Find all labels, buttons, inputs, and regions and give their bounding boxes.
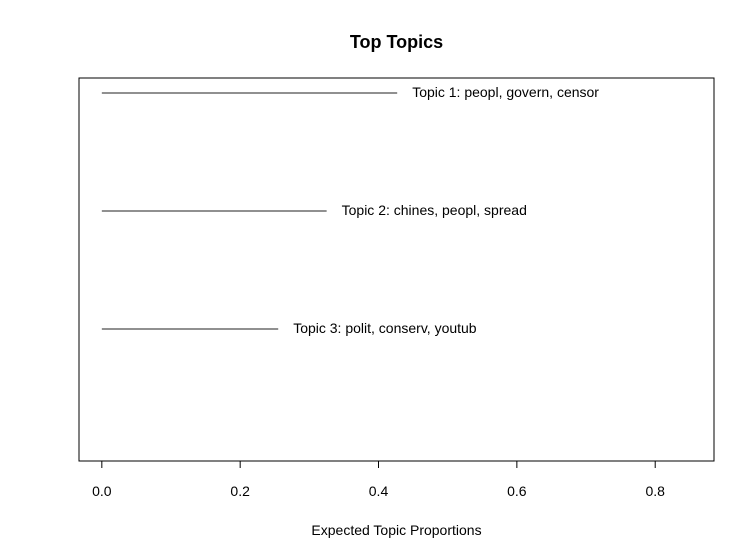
topic-label-3: Topic 3: polit, conserv, youtub xyxy=(293,320,477,336)
x-tick-label-1: 0.2 xyxy=(230,483,250,499)
topic-label-1: Topic 1: peopl, govern, censor xyxy=(412,84,599,100)
x-axis-label: Expected Topic Proportions xyxy=(311,522,481,538)
x-tick-label-0: 0.0 xyxy=(92,483,112,499)
topic-bars: Topic 1: peopl, govern, censor Topic 2: c… xyxy=(101,84,599,336)
topic-label-2: Topic 2: chines, peopl, spread xyxy=(342,202,527,218)
x-tick-label-4: 0.8 xyxy=(645,483,665,499)
x-axis: 0.0 0.2 0.4 0.6 0.8 xyxy=(92,460,665,499)
x-tick-label-2: 0.4 xyxy=(369,483,389,499)
plot-frame xyxy=(78,77,715,462)
chart-title: Top Topics xyxy=(350,32,443,52)
x-tick-label-3: 0.6 xyxy=(507,483,527,499)
